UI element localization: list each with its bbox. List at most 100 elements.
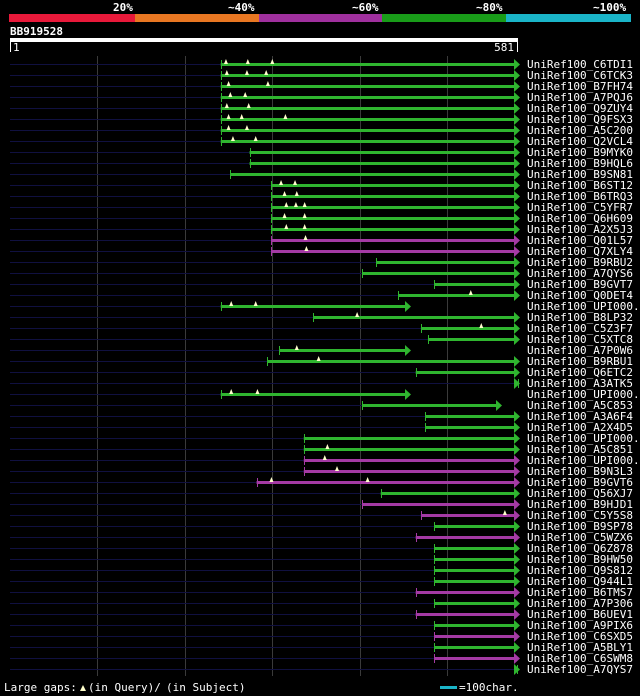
hit-row[interactable]: UniRef100_A2X5J3 [10, 223, 633, 236]
hit-row[interactable]: UniRef100_B6TMS7 [10, 586, 633, 599]
hit-bar[interactable] [420, 514, 514, 517]
hit-row[interactable]: UniRef100_B6TRQ3 [10, 190, 633, 203]
hit-row[interactable]: UniRef100_UPI000... [10, 388, 640, 401]
hit-row[interactable]: UniRef100_C5XTC8 [10, 333, 633, 346]
hit-name-link[interactable]: UniRef100_A5BLY1 [527, 641, 633, 654]
hit-row[interactable]: UniRef100_Q0DET4 [10, 289, 633, 302]
hit-row[interactable]: UniRef100_B7FH74 [10, 80, 633, 93]
hit-name-link[interactable]: UniRef100_C5Z3F7 [527, 322, 633, 335]
hit-row[interactable]: UniRef100_Q944L1 [10, 575, 633, 588]
hit-name-link[interactable]: UniRef100_A7PQJ6 [527, 91, 633, 104]
hit-row[interactable]: UniRef100_Q2VCL4 [10, 135, 633, 148]
hit-name-link[interactable]: UniRef100_C5WZX6 [527, 531, 633, 544]
hit-bar[interactable] [434, 657, 514, 660]
hit-bar[interactable] [420, 327, 514, 330]
hit-row[interactable]: UniRef100_UPI000... [10, 300, 640, 313]
hit-row[interactable]: UniRef100_A2X4D5 [10, 421, 633, 434]
hit-bar[interactable] [398, 294, 514, 297]
hit-name-link[interactable]: UniRef100_A2X5J3 [527, 223, 633, 236]
hit-bar[interactable] [380, 492, 514, 495]
hit-bar[interactable] [434, 646, 514, 649]
hit-bar[interactable] [425, 426, 514, 429]
hit-name-link[interactable]: UniRef100_Q56XJ7 [527, 487, 633, 500]
hit-name-link[interactable]: UniRef100_B6UEV1 [527, 608, 633, 621]
hit-row[interactable]: UniRef100_B9HW50 [10, 553, 633, 566]
hit-row[interactable]: UniRef100_A3ATK5 [10, 377, 633, 390]
hit-row[interactable]: UniRef100_A7PQJ6 [10, 91, 633, 104]
hit-row[interactable]: UniRef100_B9GVT7 [10, 278, 633, 291]
hit-row[interactable]: UniRef100_UPI000... [10, 454, 640, 467]
hit-row[interactable]: UniRef100_B9RBU2 [10, 256, 633, 269]
hit-name-link[interactable]: UniRef100_B6TRQ3 [527, 190, 633, 203]
hit-bar[interactable] [271, 239, 514, 242]
hit-row[interactable]: UniRef100_A7P306 [10, 597, 633, 610]
hit-name-link[interactable]: UniRef100_C6TDI1 [527, 58, 633, 71]
hit-name-link[interactable]: UniRef100_B9GVT7 [527, 278, 633, 291]
hit-name-link[interactable]: UniRef100_Q9S812 [527, 564, 633, 577]
hit-bar[interactable] [271, 184, 514, 187]
hit-name-link[interactable]: UniRef100_A7P0W6 [527, 344, 633, 357]
hit-name-link[interactable]: UniRef100_C5YFR7 [527, 201, 633, 214]
hit-row[interactable]: UniRef100_B6UEV1 [10, 608, 633, 621]
hit-name-link[interactable]: UniRef100_B9SP78 [527, 520, 633, 533]
hit-row[interactable]: UniRef100_Q6Z878 [10, 542, 633, 555]
hit-name-link[interactable]: UniRef100_C6TCK3 [527, 69, 633, 82]
hit-bar[interactable] [303, 459, 514, 462]
hit-name-link[interactable]: UniRef100_Q9FSX3 [527, 113, 633, 126]
hit-row[interactable]: UniRef100_Q9FSX3 [10, 113, 633, 126]
hit-row[interactable]: UniRef100_B9SN81 [10, 168, 633, 181]
hit-bar[interactable] [362, 503, 514, 506]
hit-bar[interactable] [271, 250, 514, 253]
hit-name-link[interactable]: UniRef100_B9GVT6 [527, 476, 633, 489]
hit-row[interactable]: UniRef100_B9HQL6 [10, 157, 633, 170]
hit-bar[interactable] [303, 470, 514, 473]
hit-row[interactable]: UniRef100_B9GVT6 [10, 476, 633, 489]
hit-bar[interactable] [220, 140, 514, 143]
hit-bar[interactable] [425, 415, 514, 418]
hit-row[interactable]: UniRef100_Q7XLY4 [10, 245, 633, 258]
hit-name-link[interactable]: UniRef100_C5XTC8 [527, 333, 633, 346]
hit-name-link[interactable]: UniRef100_UPI000... [527, 432, 640, 445]
hit-bar[interactable] [376, 261, 514, 264]
hit-row[interactable]: UniRef100_C5Y5S8 [10, 509, 633, 522]
hit-row[interactable]: UniRef100_Q01L57 [10, 234, 633, 247]
hit-row[interactable]: UniRef100_A3A6F4 [10, 410, 633, 423]
hit-name-link[interactable]: UniRef100_B9RBU1 [527, 355, 633, 368]
hit-name-link[interactable]: UniRef100_A5C851 [527, 443, 633, 456]
hit-bar[interactable] [434, 635, 514, 638]
hit-bar[interactable] [415, 371, 514, 374]
hit-name-link[interactable]: UniRef100_B6TMS7 [527, 586, 633, 599]
hit-bar[interactable] [434, 558, 514, 561]
hit-name-link[interactable]: UniRef100_A9PIX6 [527, 619, 633, 632]
hit-row[interactable]: UniRef100_Q9S812 [10, 564, 633, 577]
hit-name-link[interactable]: UniRef100_Q6ETC2 [527, 366, 633, 379]
hit-row[interactable]: UniRef100_B9RBU1 [10, 355, 633, 368]
hit-name-link[interactable]: UniRef100_C5Y5S8 [527, 509, 633, 522]
hit-row[interactable]: UniRef100_C6TDI1 [10, 58, 633, 71]
hit-name-link[interactable]: UniRef100_B9MYK0 [527, 146, 633, 159]
hit-name-link[interactable]: UniRef100_Q9ZUY4 [527, 102, 633, 115]
hit-name-link[interactable]: UniRef100_UPI000... [527, 388, 640, 401]
hit-bar[interactable] [249, 151, 514, 154]
hit-bar[interactable] [220, 305, 405, 308]
hit-bar[interactable] [220, 118, 514, 121]
hit-name-link[interactable]: UniRef100_Q7XLY4 [527, 245, 633, 258]
hit-name-link[interactable]: UniRef100_B7FH74 [527, 80, 633, 93]
hit-name-link[interactable]: UniRef100_C6SWM8 [527, 652, 633, 665]
hit-row[interactable]: UniRef100_A5BLY1 [10, 641, 633, 654]
hit-name-link[interactable]: UniRef100_A7P306 [527, 597, 633, 610]
hit-name-link[interactable]: UniRef100_A7QYS6 [527, 267, 633, 280]
hit-name-link[interactable]: UniRef100_B6ST12 [527, 179, 633, 192]
hit-bar[interactable] [362, 272, 514, 275]
hit-name-link[interactable]: UniRef100_A3A6F4 [527, 410, 633, 423]
hit-bar[interactable] [415, 536, 514, 539]
hit-name-link[interactable]: UniRef100_A2X4D5 [527, 421, 633, 434]
hit-row[interactable]: UniRef100_Q56XJ7 [10, 487, 633, 500]
hit-bar[interactable] [415, 613, 514, 616]
hit-name-link[interactable]: UniRef100_A3ATK5 [527, 377, 633, 390]
hit-row[interactable]: UniRef100_A7QYS7 [10, 663, 633, 676]
hit-name-link[interactable]: UniRef100_Q6Z878 [527, 542, 633, 555]
hit-bar[interactable] [271, 195, 514, 198]
hit-row[interactable]: UniRef100_B9HJD1 [10, 498, 633, 511]
hit-name-link[interactable]: UniRef100_B9RBU2 [527, 256, 633, 269]
